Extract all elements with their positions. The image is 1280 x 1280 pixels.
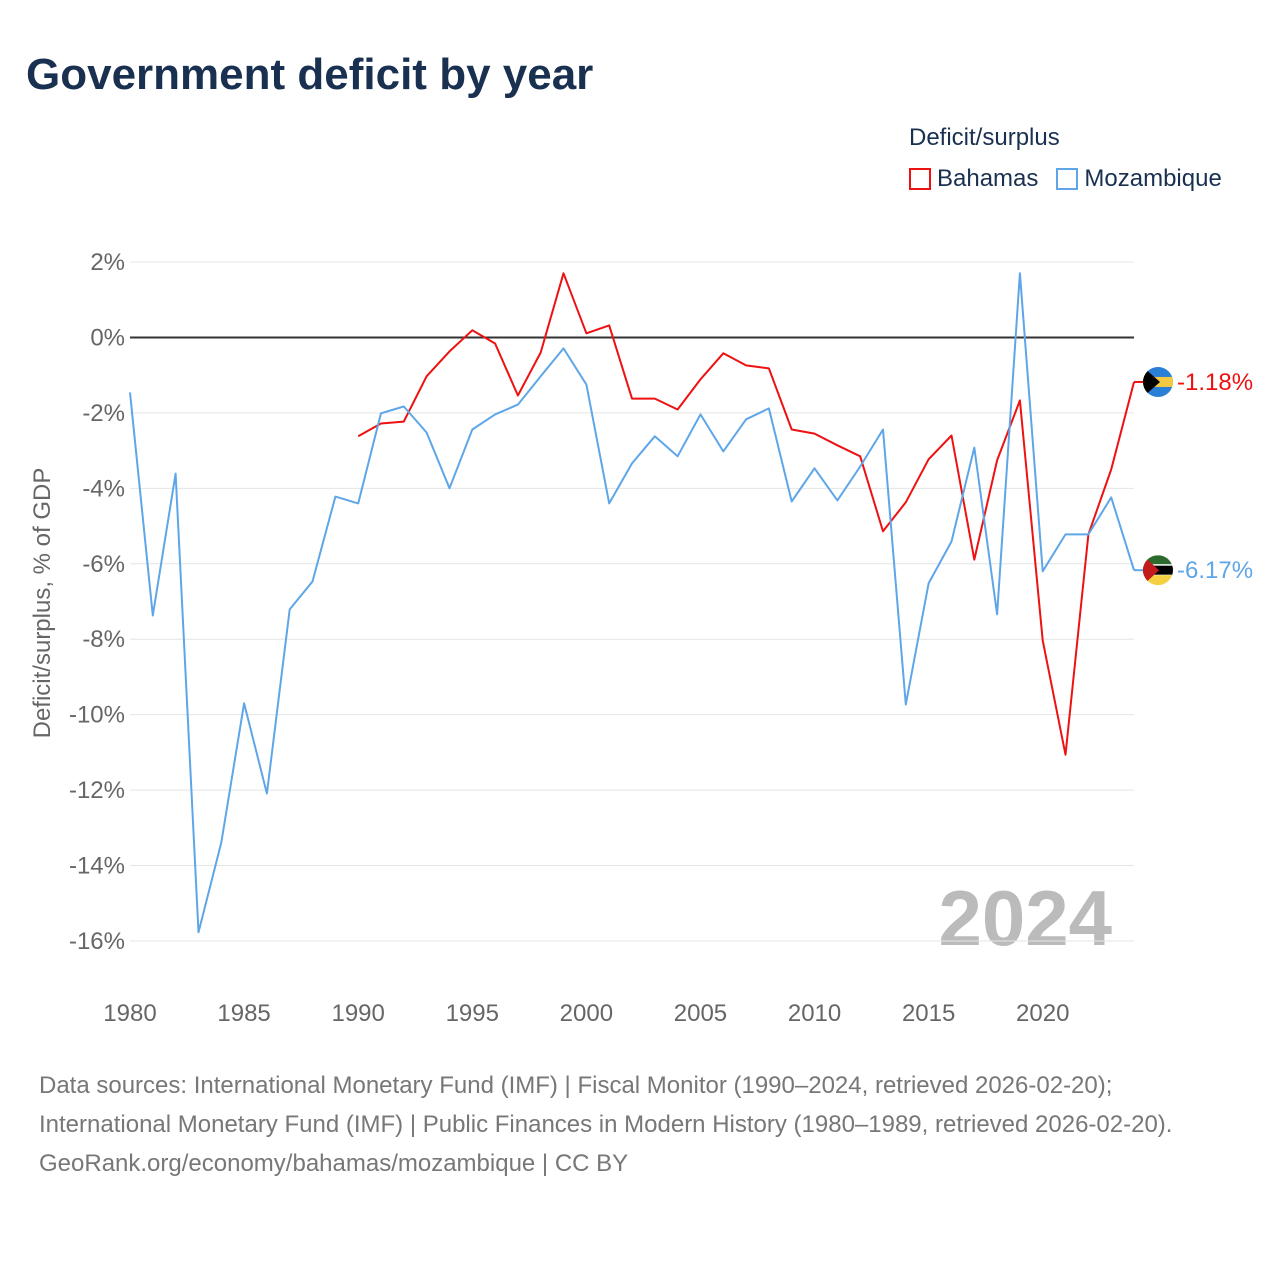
y-tick-label: -8%	[82, 626, 125, 653]
y-tick-label: 2%	[90, 249, 125, 276]
legend-label-bahamas: Bahamas	[937, 165, 1039, 192]
legend-title: Deficit/surplus	[909, 124, 1060, 151]
y-tick-label: -14%	[69, 853, 125, 880]
x-tick-label: 2015	[902, 1000, 955, 1027]
series-line-bahamas	[357, 272, 1135, 756]
x-tick-label: 1980	[103, 1000, 156, 1027]
series-line-mozambique	[129, 272, 1135, 934]
page-title: Government deficit by year	[26, 50, 594, 99]
legend-item-bahamas[interactable]: Bahamas	[909, 165, 1038, 193]
legend-label-mozambique: Mozambique	[1084, 165, 1222, 192]
y-tick-label: -6%	[82, 551, 125, 578]
y-tick-label: -16%	[69, 928, 125, 955]
legend-item-mozambique[interactable]: Mozambique	[1056, 165, 1222, 193]
y-tick-label: -2%	[82, 400, 125, 427]
x-tick-label: 2020	[1016, 1000, 1069, 1027]
y-axis-label: Deficit/surplus, % of GDP	[29, 468, 56, 739]
source-link[interactable]: GeoRank.org/economy/bahamas/mozambique |…	[39, 1150, 629, 1177]
y-tick-label: -10%	[69, 702, 125, 729]
source-text: Data sources: International Monetary Fun…	[39, 1072, 1173, 1138]
y-tick-label: -12%	[69, 777, 125, 804]
x-tick-label: 2000	[560, 1000, 613, 1027]
x-tick-label: 2005	[674, 1000, 727, 1027]
legend: Bahamas Mozambique	[909, 165, 1222, 193]
x-tick-label: 2010	[788, 1000, 841, 1027]
x-tick-label: 1985	[217, 1000, 270, 1027]
x-tick-label: 1995	[446, 1000, 499, 1027]
x-tick-label: 1990	[331, 1000, 384, 1027]
flag-mozambique-icon	[1143, 555, 1173, 586]
legend-swatch-bahamas	[909, 168, 931, 190]
y-tick-label: -4%	[82, 475, 125, 502]
end-value-label-mozambique: -6.17%	[1177, 557, 1253, 584]
legend-swatch-mozambique	[1056, 168, 1079, 190]
y-tick-label: 0%	[90, 324, 125, 351]
source-note: Data sources: International Monetary Fun…	[39, 1066, 1239, 1183]
flag-bahamas-icon	[1143, 366, 1173, 397]
year-watermark: 2024	[938, 874, 1112, 962]
end-value-label-bahamas: -1.18%	[1177, 369, 1253, 396]
